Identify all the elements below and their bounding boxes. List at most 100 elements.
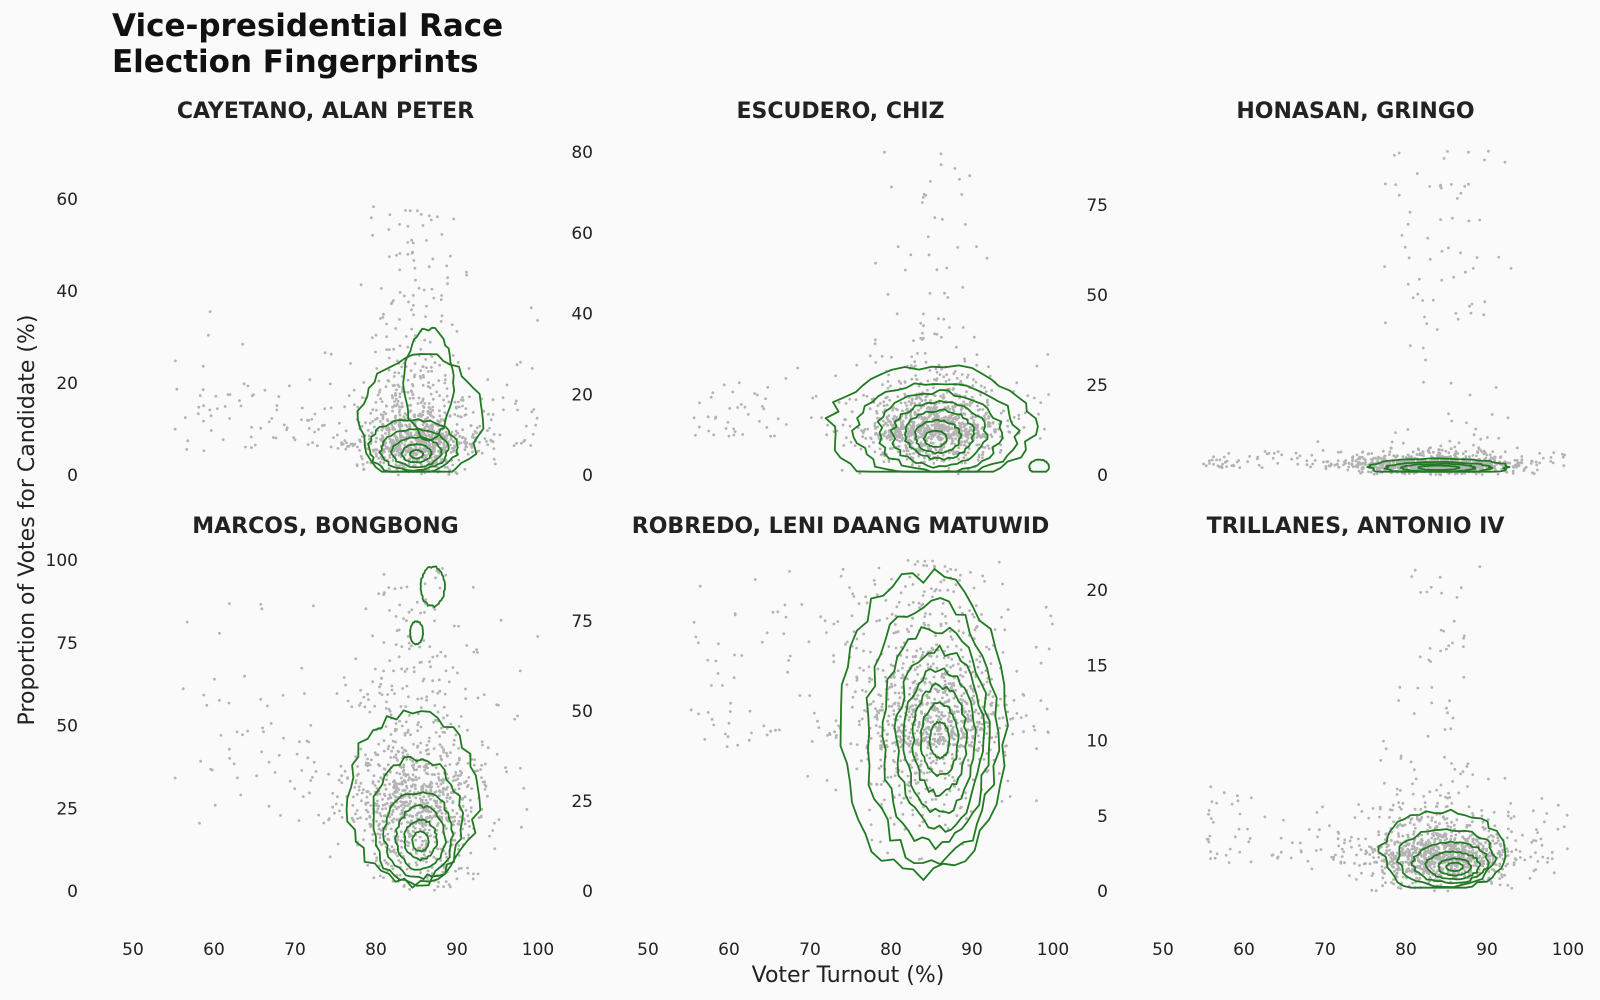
data-point [457,844,461,847]
data-point [893,749,896,753]
data-point [446,792,450,796]
y-tick-label: 40 [571,305,593,325]
data-point [393,447,397,451]
data-point [866,427,870,431]
data-point [398,873,402,877]
data-point [431,447,435,450]
data-point [987,365,990,369]
data-point [922,324,925,328]
data-point [944,380,948,383]
data-point [375,804,378,807]
data-point [929,399,932,402]
data-point [398,421,402,424]
data-point [444,764,447,768]
data-point [416,402,420,405]
data-point [208,310,212,313]
data-point [1002,409,1005,413]
data-point [873,450,877,454]
data-point [406,391,410,394]
data-point [941,601,945,605]
data-point [419,797,422,801]
data-point [868,407,872,411]
data-point [1497,436,1501,440]
data-point [931,720,935,723]
data-point [876,425,879,429]
data-point [422,375,425,379]
data-point [213,677,216,681]
data-point [1038,437,1042,440]
data-point [433,608,437,611]
data-point [452,743,456,747]
data-point [726,735,730,739]
data-point [977,455,981,459]
data-point [945,700,949,704]
data-point [891,408,895,412]
data-point [910,355,914,359]
data-point [1330,463,1333,467]
data-point [875,411,879,415]
data-point [982,758,986,761]
data-point [367,437,371,441]
data-point [443,411,447,414]
data-point [1552,451,1556,454]
data-point [876,416,879,420]
data-point [408,814,411,818]
data-point [1513,464,1516,468]
data-point [404,705,408,708]
data-point [524,424,528,428]
data-point [409,758,412,761]
data-point [369,825,373,829]
data-point [446,276,449,280]
panel-title: HONASAN, GRINGO [1236,99,1474,124]
data-point [370,758,373,762]
data-point [895,438,899,442]
data-point [990,435,994,439]
data-point [765,426,769,429]
data-point [444,573,448,577]
data-point [373,852,377,856]
data-point [925,407,929,410]
data-point [962,400,966,404]
data-point [898,440,902,443]
data-point [377,780,381,783]
data-point [459,782,463,786]
data-point [427,402,431,405]
data-point [1508,461,1512,465]
data-point [409,432,413,436]
data-point [382,876,385,879]
data-point [442,787,446,791]
data-point [955,814,959,818]
data-point [391,810,395,814]
data-point [425,423,429,426]
data-point [441,870,445,874]
data-point [896,450,900,454]
data-point [418,412,422,416]
data-point [417,712,420,716]
data-point [1382,455,1386,459]
data-point [901,666,904,670]
data-point [915,378,919,381]
data-point [438,394,441,398]
data-point [436,710,440,714]
data-point [444,852,448,856]
data-point [482,409,486,413]
data-point [935,758,939,762]
data-point [457,405,461,409]
data-point [952,372,956,376]
contour-line [402,326,456,442]
data-point [899,591,903,595]
data-point [263,388,267,392]
data-point [416,744,420,748]
data-point [396,854,399,858]
data-point [1210,458,1214,462]
data-point [356,817,359,820]
data-point [391,739,395,743]
data-point [784,423,788,426]
data-point [947,425,950,428]
data-point [416,723,420,727]
data-point [1401,455,1405,459]
data-point [520,441,523,445]
data-point [401,796,405,799]
data-point [505,383,509,387]
data-point [924,395,928,399]
